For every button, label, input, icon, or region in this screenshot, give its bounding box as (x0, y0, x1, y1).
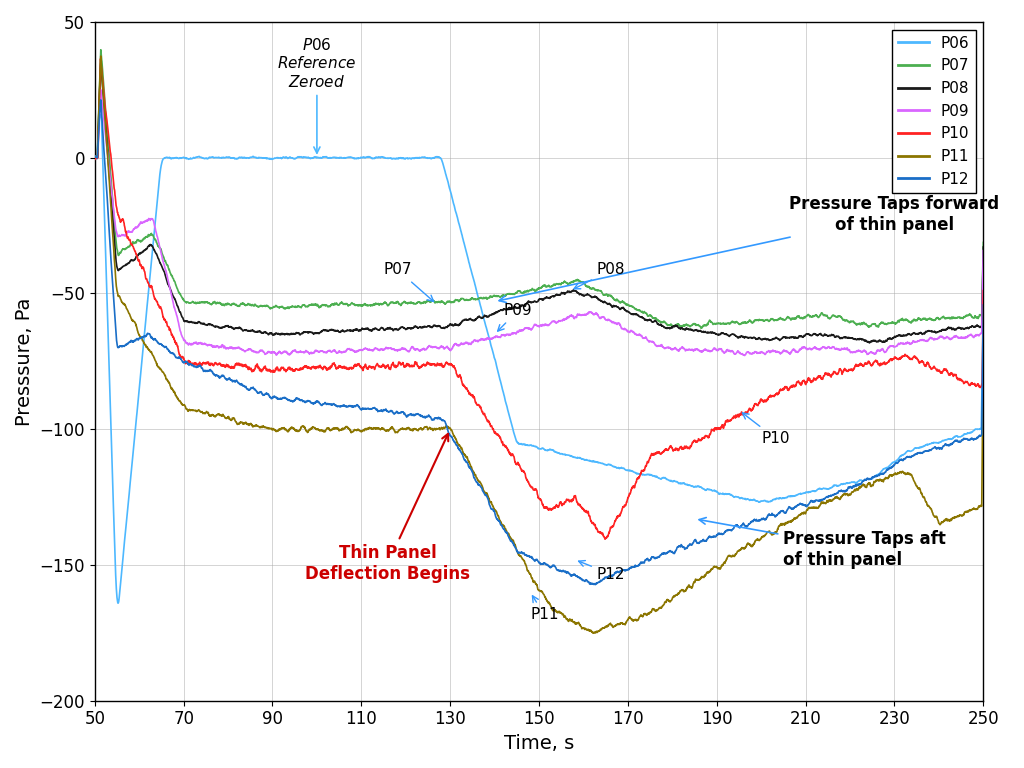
P08 (94, 58, 106, 68)
Text: P08: P08 (574, 263, 626, 289)
P12 (469, 475, 481, 485)
P09 (511, 328, 523, 337)
Text: P07: P07 (384, 263, 433, 302)
P09 (89, 153, 101, 162)
Text: Pressure Taps aft
of thin panel: Pressure Taps aft of thin panel (699, 518, 946, 569)
P09 (462, 339, 474, 349)
P07 (906, 316, 919, 325)
Line: P09: P09 (95, 90, 983, 356)
Line: P06: P06 (95, 114, 983, 603)
P07 (977, 238, 989, 247)
P12 (906, 451, 919, 460)
P09 (950, 331, 963, 340)
P08 (462, 316, 474, 325)
P12 (89, 152, 101, 161)
P08 (89, 153, 101, 162)
P12 (950, 436, 963, 445)
P11 (462, 456, 474, 465)
P08 (906, 329, 919, 339)
P12 (977, 300, 989, 310)
P12 (511, 547, 523, 556)
P12 (462, 461, 474, 470)
P07 (694, 323, 707, 333)
P10 (950, 372, 963, 382)
P09 (906, 338, 919, 347)
P08 (469, 315, 481, 324)
P06 (950, 432, 963, 441)
P06 (511, 438, 523, 447)
Line: P08: P08 (95, 63, 983, 343)
P06 (977, 301, 989, 310)
P08 (734, 332, 746, 341)
P10 (94, 54, 106, 63)
P09 (977, 246, 989, 255)
P11 (511, 547, 523, 556)
Legend: P06, P07, P08, P09, P10, P11, P12: P06, P07, P08, P09, P10, P11, P12 (892, 30, 976, 193)
Text: P09: P09 (498, 303, 532, 331)
P08 (863, 339, 876, 348)
P10 (734, 409, 746, 419)
P10 (469, 398, 481, 407)
P06 (112, 598, 124, 607)
Y-axis label: Presssure, Pa: Presssure, Pa (15, 297, 34, 425)
P07 (734, 319, 746, 329)
P06 (469, 283, 481, 292)
Text: $P06$
$Reference$
$Zeroed$: $P06$ $Reference$ $Zeroed$ (278, 37, 356, 153)
P11 (734, 545, 746, 554)
P06 (94, 110, 106, 119)
P10 (977, 286, 989, 295)
Text: P10: P10 (742, 413, 790, 445)
P12 (734, 521, 746, 531)
P06 (734, 494, 746, 503)
P06 (906, 446, 919, 455)
P09 (469, 336, 481, 346)
P07 (511, 287, 523, 296)
X-axis label: Time, s: Time, s (504, 734, 574, 753)
P07 (462, 296, 474, 305)
P08 (977, 243, 989, 252)
P10 (511, 459, 523, 468)
P11 (469, 470, 481, 479)
P12 (94, 95, 106, 104)
P11 (94, 51, 106, 61)
P11 (587, 628, 599, 637)
P12 (589, 580, 601, 589)
P08 (950, 325, 963, 334)
P09 (738, 351, 751, 360)
Line: P10: P10 (95, 58, 983, 539)
Line: P11: P11 (95, 56, 983, 633)
P06 (89, 154, 101, 163)
Text: Pressure Taps forward
of thin panel: Pressure Taps forward of thin panel (499, 195, 999, 303)
P11 (977, 339, 989, 349)
P11 (89, 153, 101, 162)
P11 (950, 512, 963, 521)
P09 (734, 349, 746, 359)
Line: P07: P07 (95, 50, 983, 328)
P09 (94, 85, 106, 94)
P06 (463, 256, 475, 265)
Line: P12: P12 (95, 100, 983, 584)
P07 (469, 295, 481, 304)
P10 (599, 535, 611, 544)
P08 (511, 303, 523, 313)
Text: Thin Panel
Deflection Begins: Thin Panel Deflection Begins (305, 434, 470, 583)
P07 (89, 152, 101, 161)
P10 (462, 387, 474, 396)
P11 (906, 472, 919, 482)
Text: P12: P12 (579, 561, 626, 581)
P10 (89, 154, 101, 163)
P07 (94, 45, 106, 55)
P10 (906, 355, 919, 364)
Text: P11: P11 (530, 596, 559, 622)
P07 (950, 313, 963, 323)
